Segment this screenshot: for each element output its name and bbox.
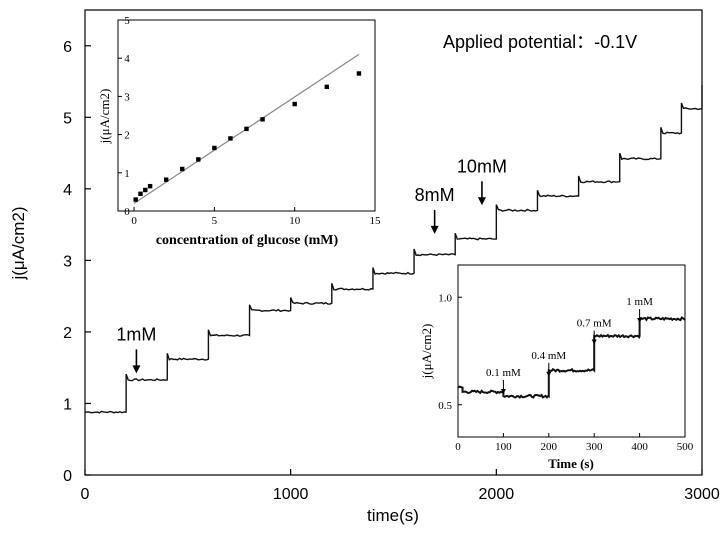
low-conc-inset-frame xyxy=(457,264,686,438)
calibration-y-tick-label: 4 xyxy=(124,53,130,65)
main-arrow-label: 10mM xyxy=(457,156,507,176)
main-y-axis-label: j(μA/cm2) xyxy=(9,206,28,280)
calibration-point xyxy=(138,191,143,197)
main-x-axis-label: time(s) xyxy=(367,506,419,525)
low-conc-axis-ticks: 0 100 200 300 400 500 0.5 1.0 xyxy=(438,292,694,453)
main-y-tick-label: 5 xyxy=(63,110,72,127)
main-y-tick-label: 0 xyxy=(63,468,72,485)
calibration-point xyxy=(356,71,362,76)
main-y-tick-label: 4 xyxy=(63,182,72,199)
calibration-point xyxy=(324,84,330,90)
main-x-tick-label: 0 xyxy=(81,486,90,503)
calibration-x-tick-label: 5 xyxy=(212,215,218,227)
calibration-point xyxy=(212,145,217,151)
main-x-tick-label: 3000 xyxy=(684,486,720,503)
low-conc-current-trace xyxy=(457,316,686,399)
low-conc-y-tick-label: 0.5 xyxy=(438,400,452,412)
calibration-y-axis-label: j(μA/cm2) xyxy=(97,89,112,145)
calibration-point xyxy=(292,101,297,107)
low-conc-x-axis-label: Time (s) xyxy=(548,456,594,471)
main-arrow-head xyxy=(477,197,486,206)
calibration-point xyxy=(163,177,169,182)
low-conc-arrow-label: 0.1 mM xyxy=(486,367,521,379)
calibration-point xyxy=(228,136,233,141)
calibration-point xyxy=(133,197,138,202)
calibration-x-axis-label: concentration of glucose (mM) xyxy=(156,233,339,248)
calibration-y-tick-label: 1 xyxy=(124,168,130,180)
calibration-y-tick-label: 5 xyxy=(124,15,130,27)
low-conc-x-tick-label: 0 xyxy=(455,441,461,453)
low-conc-arrow-label: 0.7 mM xyxy=(577,318,612,330)
low-conc-y-tick-label: 1.0 xyxy=(438,292,452,304)
main-current-trace xyxy=(84,85,703,414)
calibration-point xyxy=(260,117,265,122)
main-arrow-label: 8mM xyxy=(415,185,455,205)
calibration-x-tick-label: 10 xyxy=(289,215,301,227)
low-conc-arrow-head xyxy=(591,339,597,345)
low-conc-arrow-label: 0.4 mM xyxy=(531,350,566,362)
calibration-point xyxy=(143,187,148,193)
calibration-point xyxy=(196,157,201,162)
calibration-y-tick-label: 2 xyxy=(124,130,130,142)
calibration-inset-frame xyxy=(117,19,376,212)
low-conc-x-tick-label: 400 xyxy=(631,441,648,453)
calibration-x-tick-label: 15 xyxy=(370,215,382,227)
calibration-point xyxy=(180,166,185,172)
main-x-tick-label: 1000 xyxy=(273,486,309,503)
low-conc-arrow-annotations: 0.1 mM 0.4 mM 0.7 mM 1 mM xyxy=(486,296,653,394)
calibration-point xyxy=(147,183,153,189)
main-y-tick-label: 6 xyxy=(63,39,72,56)
main-y-tick-label: 2 xyxy=(63,325,72,342)
calibration-y-tick-label: 3 xyxy=(124,91,130,103)
low-conc-x-tick-label: 100 xyxy=(495,441,512,453)
main-arrow-head xyxy=(132,365,141,374)
calibration-point xyxy=(244,126,249,132)
low-conc-x-tick-label: 200 xyxy=(541,441,558,453)
calibration-y-tick-label: 0 xyxy=(124,206,130,218)
calibration-axis-ticks: 0 5 10 15 0 1 2 3 4 5 xyxy=(118,15,381,227)
low-conc-arrow-head xyxy=(500,389,506,394)
low-conc-arrow-label: 1 mM xyxy=(626,296,653,308)
calibration-points xyxy=(133,71,362,202)
main-x-tick-label: 2000 xyxy=(479,486,515,503)
main-y-tick-label: 1 xyxy=(63,396,72,413)
main-annotation: Applied potential：-0.1V xyxy=(443,32,637,52)
low-conc-x-tick-label: 300 xyxy=(586,441,603,453)
main-arrow-head xyxy=(430,225,439,234)
main-y-tick-label: 3 xyxy=(63,253,72,270)
main-arrow-label: 1mM xyxy=(116,324,156,344)
calibration-x-tick-label: 0 xyxy=(131,215,137,227)
low-conc-x-tick-label: 500 xyxy=(677,441,694,453)
low-conc-arrow-head xyxy=(637,318,643,324)
low-conc-y-axis-label: j(μA/cm2) xyxy=(419,324,434,380)
low-conc-arrow-head xyxy=(546,371,552,377)
